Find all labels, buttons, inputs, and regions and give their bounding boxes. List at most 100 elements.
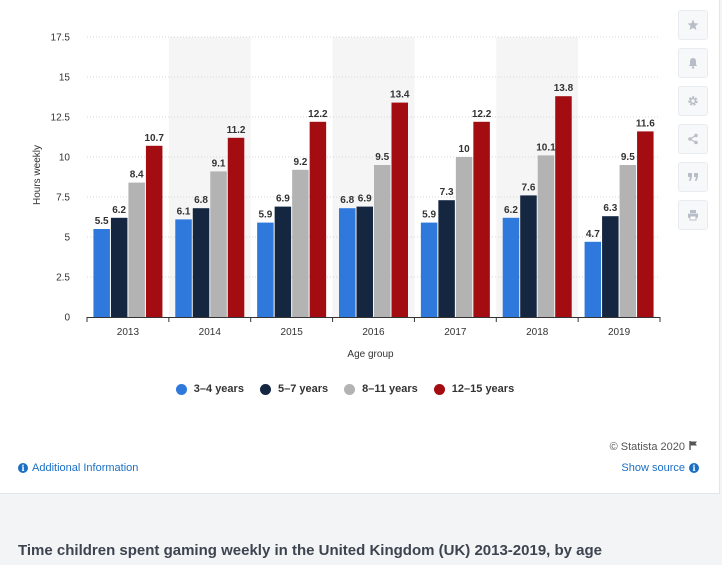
x-tick-label: 2018 xyxy=(526,327,549,338)
x-tick-label: 2016 xyxy=(362,327,385,338)
info-icon: i xyxy=(689,463,699,473)
print-button[interactable] xyxy=(678,200,708,230)
legend-label: 8–11 years xyxy=(362,383,418,395)
bar xyxy=(520,195,537,317)
share-icon xyxy=(688,133,698,145)
bar xyxy=(339,208,356,317)
quote-icon xyxy=(688,173,698,181)
bar xyxy=(584,241,602,317)
bar xyxy=(420,222,438,317)
chart-caption: Time children spent gaming weekly in the… xyxy=(18,542,603,559)
show-source-label: Show source xyxy=(621,462,685,474)
data-label: 7.3 xyxy=(440,187,454,198)
data-label: 11.6 xyxy=(636,118,655,129)
legend-swatch xyxy=(259,383,271,395)
data-label: 10 xyxy=(459,144,471,155)
legend-item-12-15-years[interactable]: 12–15 years xyxy=(433,383,514,395)
bar xyxy=(555,96,572,317)
print-icon xyxy=(688,210,698,221)
chart-card: 0 2.5 5 7.5 10 12.5 15 17.5 5.5 6.2 8.4 10.7 2013 6.1… xyxy=(0,0,720,494)
data-label: 6.9 xyxy=(358,194,372,205)
bar xyxy=(455,157,473,317)
bar xyxy=(502,217,520,317)
data-label: 6.8 xyxy=(194,195,208,206)
y-tick-label: 7.5 xyxy=(56,193,70,204)
x-tick-label: 2017 xyxy=(444,327,467,338)
y-tick-label: 17.5 xyxy=(51,33,71,44)
x-tick-label: 2014 xyxy=(199,327,222,338)
legend-item-5-7-years[interactable]: 5–7 years xyxy=(259,383,329,395)
bar xyxy=(93,229,110,317)
y-tick-label: 0 xyxy=(64,313,70,324)
bar xyxy=(602,216,619,317)
bar xyxy=(391,102,408,317)
data-label: 5.5 xyxy=(95,216,109,227)
bar-chart: 02.557.51012.51517.55.56.28.410.720136.1… xyxy=(32,33,661,360)
bar xyxy=(292,169,309,317)
bar xyxy=(110,217,128,317)
data-label: 4.7 xyxy=(586,229,600,240)
bar xyxy=(274,206,292,317)
x-tick-label: 2015 xyxy=(281,327,304,338)
x-tick-label: 2013 xyxy=(117,327,140,338)
data-label: 6.1 xyxy=(177,206,191,217)
bar xyxy=(175,219,192,317)
x-tick-label: 2019 xyxy=(608,327,631,338)
data-label: 13.4 xyxy=(390,90,410,101)
bar xyxy=(637,131,654,317)
legend-swatch xyxy=(175,383,187,395)
x-axis-title: Age group xyxy=(347,349,394,360)
legend-label: 5–7 years xyxy=(277,383,329,395)
info-icon: i xyxy=(18,463,28,473)
bar xyxy=(537,155,555,317)
data-label: 5.9 xyxy=(422,210,436,221)
data-label: 10.1 xyxy=(536,142,556,153)
data-label: 11.2 xyxy=(227,125,246,136)
bar xyxy=(128,182,145,317)
data-label: 6.2 xyxy=(504,205,518,216)
show-source-link[interactable]: Show source i xyxy=(621,462,699,474)
data-label: 9.2 xyxy=(293,157,307,168)
bar xyxy=(227,137,245,317)
data-label: 7.6 xyxy=(522,182,536,193)
notification-button[interactable] xyxy=(678,48,708,78)
data-label: 9.5 xyxy=(375,152,389,163)
data-label: 6.9 xyxy=(276,194,290,205)
additional-information-label: Additional Information xyxy=(32,462,139,474)
bar xyxy=(473,121,490,317)
star-icon xyxy=(687,19,699,30)
credit-text: © Statista 2020 xyxy=(609,441,685,453)
data-label: 8.4 xyxy=(130,170,144,181)
legend-item-3-4-years[interactable]: 3–4 years xyxy=(175,383,244,395)
cite-button[interactable] xyxy=(678,162,708,192)
legend-label: 3–4 years xyxy=(193,383,244,395)
bar xyxy=(438,200,455,317)
statista-credit: © Statista 2020 xyxy=(610,440,699,454)
bar xyxy=(374,165,391,317)
y-tick-label: 10 xyxy=(59,153,71,164)
share-button[interactable] xyxy=(678,124,708,154)
bar xyxy=(356,206,373,317)
y-axis-title: Hours weekly xyxy=(32,145,43,205)
bar xyxy=(192,208,210,317)
bar xyxy=(210,171,227,317)
data-label: 12.2 xyxy=(308,109,328,120)
data-label: 6.2 xyxy=(112,205,126,216)
gear-icon xyxy=(688,96,698,106)
data-label: 6.8 xyxy=(340,195,354,206)
additional-information-link[interactable]: i Additional Information xyxy=(18,462,138,474)
settings-button[interactable] xyxy=(678,86,708,116)
data-label: 5.9 xyxy=(258,210,272,221)
bar xyxy=(257,222,274,317)
y-tick-label: 15 xyxy=(59,73,71,84)
flag-icon xyxy=(688,440,699,454)
bar xyxy=(145,145,163,317)
star-button[interactable] xyxy=(678,10,708,40)
data-label: 6.3 xyxy=(603,203,617,214)
legend-item-8-11-years[interactable]: 8–11 years xyxy=(344,383,418,395)
data-label: 10.7 xyxy=(144,133,164,144)
legend-swatch xyxy=(344,383,356,395)
legend-swatch xyxy=(433,383,445,395)
y-tick-label: 12.5 xyxy=(51,113,71,124)
bell-icon xyxy=(688,58,698,69)
